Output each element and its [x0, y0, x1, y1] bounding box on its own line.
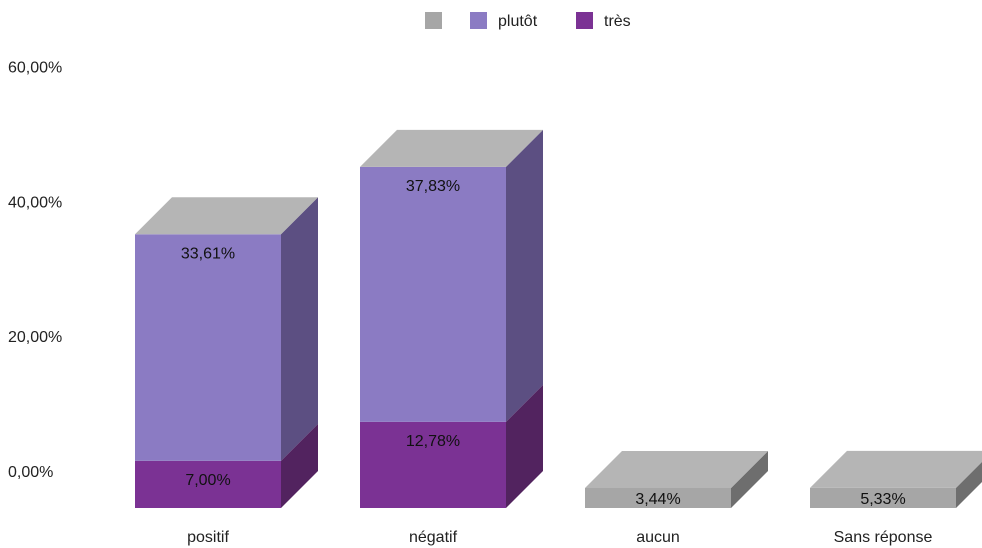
bar-top-negatif — [360, 129, 543, 167]
category-label: positif — [187, 529, 229, 546]
bar-side-plutot-negatif — [506, 129, 543, 422]
y-tick-label: 60,00% — [8, 60, 62, 77]
bar-segment-tres-positif — [135, 460, 281, 508]
bar-side-tres-negatif — [506, 384, 543, 508]
legend-swatch — [576, 12, 593, 29]
bar-segment-tres-negatif — [360, 421, 506, 508]
bar-positif: 7,00% 33,61% — [135, 197, 318, 508]
legend-label: très — [604, 13, 631, 30]
category-label: aucun — [636, 529, 680, 546]
y-tick-label: 0,00% — [8, 464, 53, 481]
data-label-plutot-positif: 33,61% — [181, 245, 235, 262]
bar-side-plutot-positif — [281, 197, 318, 461]
bar-segment-series-sans-reponse — [810, 487, 956, 508]
y-axis: 0,00% 20,00% 40,00% 60,00% — [8, 60, 62, 481]
data-label-plutot-negatif: 37,83% — [406, 178, 460, 195]
legend-label: plutôt — [498, 13, 538, 30]
bar-segment-series-aucun — [585, 488, 731, 508]
legend-swatch — [470, 12, 487, 29]
bar-side-tres-positif — [281, 423, 318, 508]
bar-side-series-aucun — [731, 451, 768, 508]
data-label-series-sans-reponse: 5,33% — [860, 491, 905, 508]
legend-swatch — [425, 12, 442, 29]
category-axis: positif négatif aucun Sans réponse — [187, 529, 932, 546]
bar-top-sans-reponse — [810, 450, 982, 488]
category-label: négatif — [409, 529, 458, 546]
bar-aucun: 3,44% — [585, 451, 768, 508]
legend-item-plutot: plutôt — [470, 12, 538, 30]
bar-negatif: 12,78% 37,83% — [360, 129, 543, 508]
data-label-tres-positif: 7,00% — [185, 472, 230, 489]
legend: plutôt très — [425, 12, 631, 30]
bar-top-positif — [135, 197, 318, 235]
bar-sans-reponse: 5,33% — [810, 450, 982, 508]
bar-side-series-sans-reponse — [956, 461, 982, 508]
bar-segment-plutot-positif — [135, 234, 281, 461]
legend-item-series — [425, 12, 442, 29]
legend-item-tres: très — [576, 12, 631, 30]
category-label: Sans réponse — [834, 529, 933, 546]
y-tick-label: 20,00% — [8, 329, 62, 346]
bar-segment-plutot-negatif — [360, 166, 506, 422]
bars: 7,00% 33,61% 12,78% 37,83% 3,44% 5,33% — [135, 129, 982, 508]
y-tick-label: 40,00% — [8, 194, 62, 211]
data-label-tres-negatif: 12,78% — [406, 433, 460, 450]
data-label-series-aucun: 3,44% — [635, 491, 680, 508]
bar-top-aucun — [585, 451, 768, 488]
